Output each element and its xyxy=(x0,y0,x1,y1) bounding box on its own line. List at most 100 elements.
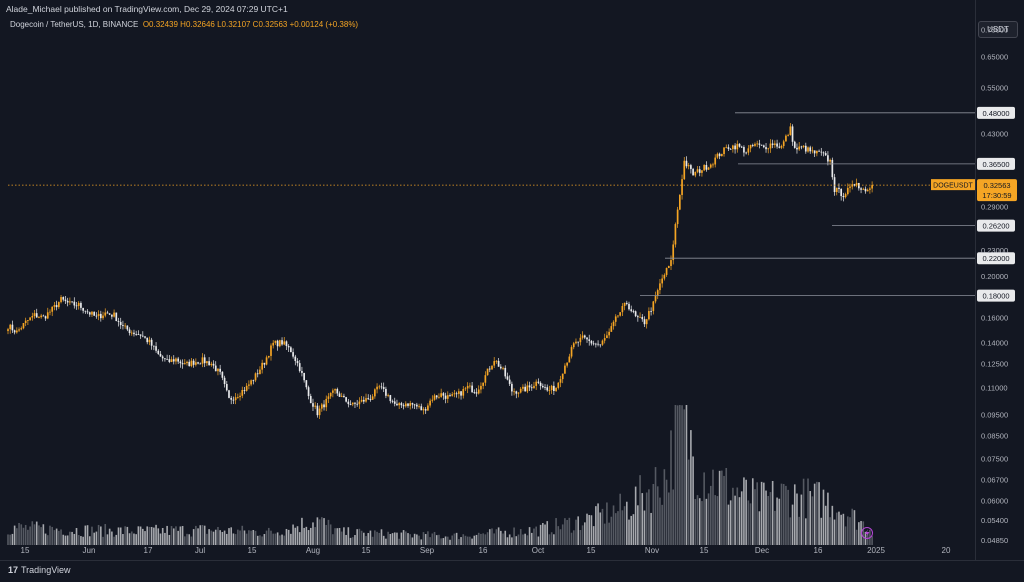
volume-bar xyxy=(126,526,129,545)
candle-body xyxy=(126,325,129,330)
price-scale[interactable]: 0.75000 0.65000 0.55000 0.43000 0.29000 0.230… xyxy=(981,26,1008,545)
volume-bar xyxy=(475,534,478,545)
volume-bar xyxy=(86,525,89,545)
candle-body xyxy=(418,406,420,408)
volume-bar xyxy=(358,528,361,545)
candle-body xyxy=(166,358,168,360)
candle-body xyxy=(674,224,677,245)
volume-bar xyxy=(539,524,542,545)
volume-bar xyxy=(422,532,425,545)
volume-bar xyxy=(632,514,635,545)
volume-bar xyxy=(698,498,701,545)
candle-body xyxy=(88,312,91,315)
candle-body xyxy=(340,395,343,397)
candle-body xyxy=(802,145,805,148)
candle-body xyxy=(541,385,544,388)
volume-bar xyxy=(796,493,798,545)
candle-body xyxy=(433,395,436,400)
volume-bar xyxy=(267,527,270,545)
candle-body xyxy=(201,357,204,364)
volume-bar xyxy=(453,533,456,545)
volume-bar xyxy=(42,524,45,545)
volume-bar xyxy=(327,519,330,545)
currency-button[interactable]: USDT xyxy=(978,21,1018,38)
candle-body xyxy=(71,301,73,303)
volume-bar xyxy=(862,521,865,545)
volume-bar xyxy=(818,482,820,545)
volume-bar xyxy=(135,534,137,545)
volume-bar xyxy=(749,503,752,545)
candle-body xyxy=(223,377,226,385)
candle-body xyxy=(603,338,606,341)
candle-body xyxy=(774,143,776,145)
volume-bar xyxy=(433,531,436,545)
candle-body xyxy=(113,312,115,317)
volume-bar xyxy=(634,486,637,545)
candle-body xyxy=(400,403,403,406)
volume-bar xyxy=(734,495,736,545)
candle-body xyxy=(455,393,458,395)
volume-bar xyxy=(451,535,454,545)
volume-bar xyxy=(186,533,188,545)
volume-bar xyxy=(564,518,566,545)
volume-bar xyxy=(446,536,449,545)
volume-bar xyxy=(69,531,71,545)
volume-bar xyxy=(652,483,655,545)
volume-bar xyxy=(312,522,314,545)
candle-body xyxy=(391,401,394,402)
volume-bar xyxy=(195,525,197,545)
volume-bar xyxy=(712,469,714,545)
volume-bar xyxy=(800,494,803,545)
volume-bar xyxy=(778,498,781,545)
candle-body xyxy=(539,382,542,386)
volume-bar xyxy=(767,495,770,545)
volume-bar xyxy=(119,527,122,545)
volume-bar xyxy=(515,536,518,545)
volume-bar xyxy=(626,501,628,545)
candle-body xyxy=(462,389,465,396)
time-scale[interactable]: 15 Jun 17 Jul 15 Aug 15 Sep 16 Oct 15 Nov 15 Dec 16 202… xyxy=(21,546,951,555)
candlestick-chart[interactable]: 0.48000 0.36500 0.26200 0.22000 0.18000 0.75… xyxy=(0,0,1024,560)
candle-body xyxy=(769,143,772,149)
level-label-box xyxy=(977,219,1015,232)
volume-bar xyxy=(833,519,836,545)
candle-body xyxy=(716,153,719,158)
volume-bar xyxy=(11,533,14,545)
candle-body xyxy=(617,315,619,317)
candle-body xyxy=(290,347,292,353)
volume-bar xyxy=(217,526,219,545)
candle-body xyxy=(698,169,701,173)
candle-body xyxy=(548,390,551,391)
volume-bar xyxy=(179,526,182,545)
candle-body xyxy=(575,341,577,344)
volume-bar xyxy=(709,485,712,545)
candle-body xyxy=(762,145,765,148)
volume-bar xyxy=(128,533,131,545)
countdown-timer: 17:30:59 xyxy=(982,191,1011,200)
volume-bar xyxy=(654,467,657,545)
lightning-icon[interactable] xyxy=(861,527,873,539)
candle-body xyxy=(581,335,584,338)
volume-bar xyxy=(455,532,458,545)
candle-body xyxy=(586,337,588,340)
time-tick: 15 xyxy=(248,546,257,555)
volume-bar xyxy=(374,530,376,545)
time-tick: 15 xyxy=(700,546,709,555)
volume-bar xyxy=(356,529,358,545)
volume-bar xyxy=(557,526,560,545)
volume-bar xyxy=(791,504,794,545)
volume-bar xyxy=(13,525,16,545)
candle-body xyxy=(239,395,241,398)
volume-bar xyxy=(612,505,615,545)
candle-body xyxy=(860,188,862,190)
volume-bar xyxy=(714,495,716,545)
candle-body xyxy=(820,151,823,153)
candle-body xyxy=(164,358,166,360)
candle-body xyxy=(621,306,624,313)
candle-body xyxy=(336,389,339,394)
volume-bar xyxy=(553,534,555,545)
candle-body xyxy=(517,392,520,394)
volume-bar xyxy=(405,531,407,545)
candle-body xyxy=(667,266,670,269)
